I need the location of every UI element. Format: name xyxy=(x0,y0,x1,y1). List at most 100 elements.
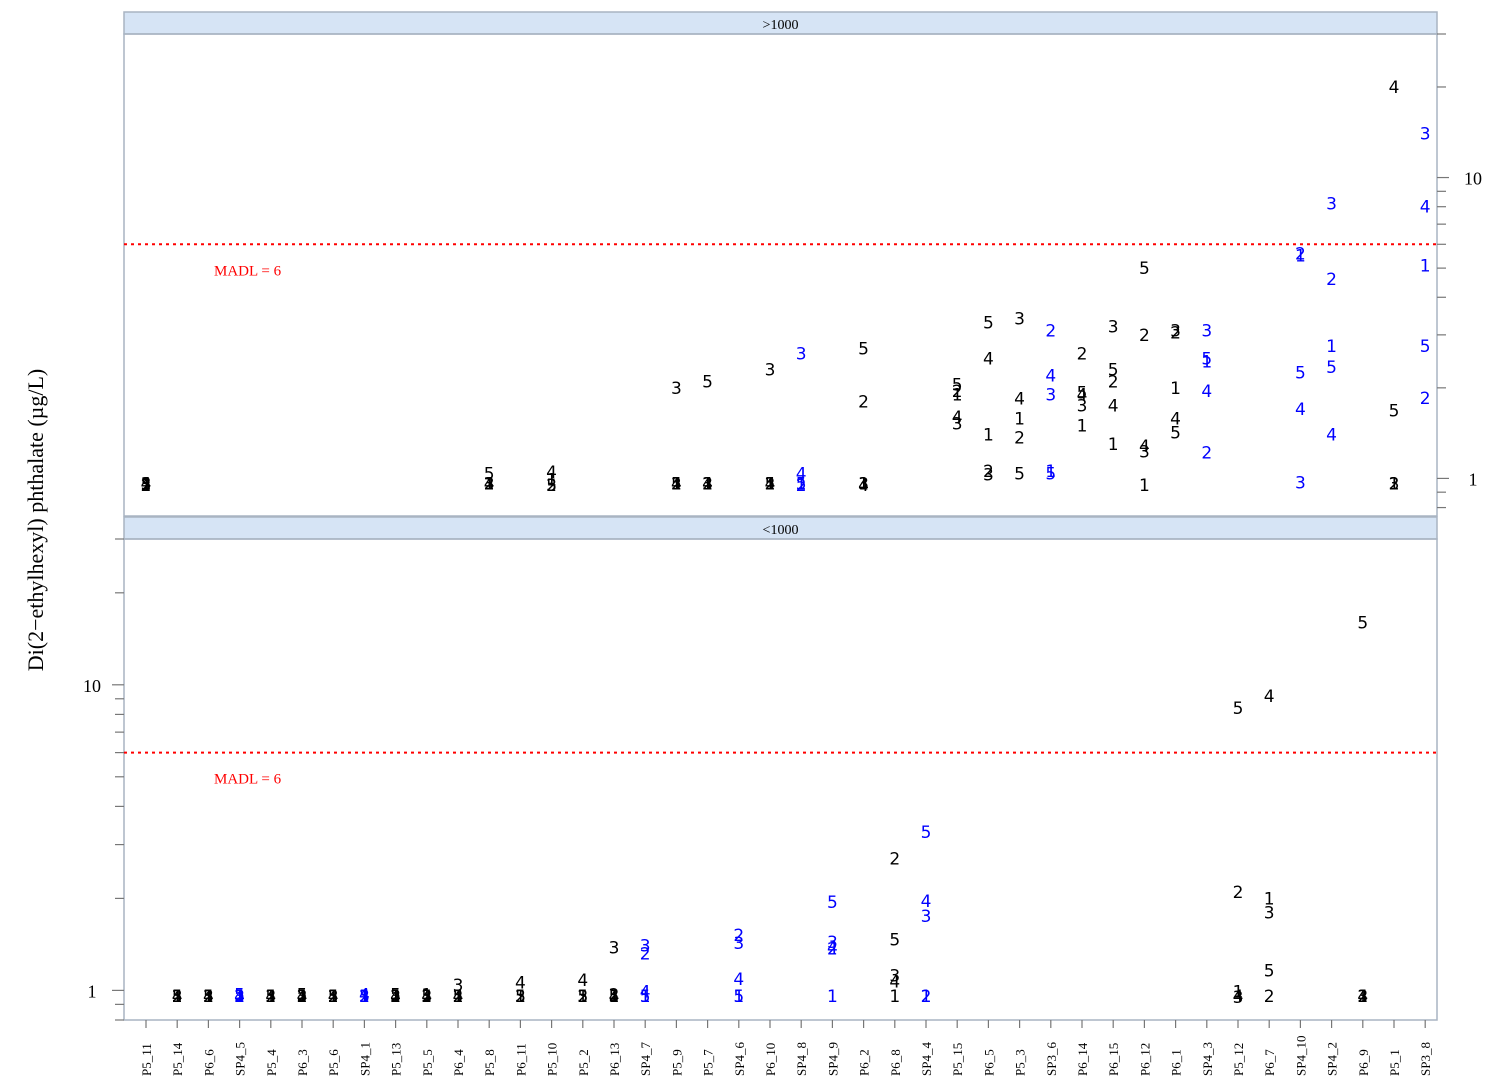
data-point-P5_4-2: 2 xyxy=(265,987,276,1007)
data-point-P6_15-5: 5 xyxy=(1108,361,1119,381)
x-tick-label: SP4_8 xyxy=(794,1042,809,1076)
data-point-P6_10-1: 1 xyxy=(765,475,776,495)
data-point-P5_14-1: 1 xyxy=(172,987,183,1007)
y-axis-label: Di(2−ethylhexyl) phthalate (µg/L) xyxy=(23,369,48,671)
x-tick-label: P5_1 xyxy=(1387,1049,1402,1076)
y-tick-label: 1 xyxy=(1469,469,1478,489)
data-point-P6_8-1: 1 xyxy=(889,987,900,1007)
x-tick-label: P6_13 xyxy=(607,1043,622,1076)
x-tick-label: P5_9 xyxy=(669,1049,684,1076)
data-point-P6_3-1: 1 xyxy=(297,987,308,1007)
x-tick-label: P5_15 xyxy=(950,1043,965,1076)
x-tick-label: P6_6 xyxy=(201,1049,216,1076)
data-point-P5_14-3: 3 xyxy=(172,987,183,1007)
data-point-SP4_9-3: 3 xyxy=(827,933,838,953)
data-point-P5_2-2: 2 xyxy=(577,987,588,1007)
data-point-SP4_5-3: 3 xyxy=(234,987,245,1007)
data-point-SP4_4-1: 1 xyxy=(921,987,932,1007)
data-point-P5_8-1: 1 xyxy=(484,475,495,495)
data-point-P5_12-3: 3 xyxy=(1233,988,1244,1008)
data-point-P6_6-3: 3 xyxy=(203,987,214,1007)
data-point-SP4_9-4: 4 xyxy=(827,939,838,959)
data-point-P5_15-2: 2 xyxy=(952,382,963,402)
x-tick-label: P6_10 xyxy=(763,1043,778,1076)
data-point-SP4_1-2: 2 xyxy=(359,987,370,1007)
data-point-SP4_8-3: 3 xyxy=(796,345,807,365)
data-point-P5_3-5: 5 xyxy=(1014,464,1025,484)
data-point-P6_11-5: 5 xyxy=(515,987,526,1007)
data-point-P5_4-1: 1 xyxy=(265,987,276,1007)
data-point-P6_15-1: 1 xyxy=(1108,435,1119,455)
data-point-P6_2-1: 1 xyxy=(858,475,869,495)
data-point-SP4_4-5: 5 xyxy=(921,823,932,843)
data-point-P5_6-3: 3 xyxy=(328,987,339,1007)
data-point-P6_14-2: 2 xyxy=(1077,345,1088,365)
data-point-P5_8-4: 4 xyxy=(484,475,495,495)
data-point-P6_4-2: 2 xyxy=(453,987,464,1007)
data-point-SP3_8-2: 2 xyxy=(1420,389,1431,409)
data-point-P5_4-3: 3 xyxy=(265,987,276,1007)
x-tick-label: SP4_3 xyxy=(1200,1042,1215,1076)
data-point-P5_4-4: 4 xyxy=(265,987,276,1007)
data-point-P6_13-5: 5 xyxy=(609,987,620,1007)
data-point-P5_15-1: 1 xyxy=(952,386,963,406)
data-point-P6_14-1: 1 xyxy=(1077,416,1088,436)
data-point-SP3_8-1: 1 xyxy=(1420,257,1431,277)
data-point-P5_7-3: 3 xyxy=(702,475,713,495)
data-point-P5_2-3: 3 xyxy=(577,987,588,1007)
data-point-P5_9-4: 4 xyxy=(671,475,682,495)
data-point-P6_2-3: 3 xyxy=(858,475,869,495)
data-point-P5_5-3: 3 xyxy=(421,987,432,1007)
data-point-SP4_8-4: 4 xyxy=(796,464,807,484)
data-point-SP4_1-5: 5 xyxy=(359,987,370,1007)
x-tick-label: P6_7 xyxy=(1262,1049,1277,1076)
panel-strip-label: <1000 xyxy=(763,523,799,538)
data-point-P6_3-5: 5 xyxy=(297,985,308,1005)
data-point-P5_1-2: 2 xyxy=(1389,475,1400,495)
data-point-P6_8-2: 2 xyxy=(889,850,900,870)
x-tick-label: P6_11 xyxy=(513,1043,528,1076)
x-tick-label: P5_4 xyxy=(264,1049,279,1076)
data-point-P5_2-4: 4 xyxy=(577,971,588,991)
data-point-P5_3-3: 3 xyxy=(1014,310,1025,330)
data-point-P6_11-3: 3 xyxy=(515,987,526,1007)
data-point-SP4_5-4: 4 xyxy=(234,987,245,1007)
data-point-P5_11-4: 4 xyxy=(141,475,152,495)
data-point-P5_13-1: 1 xyxy=(390,987,401,1007)
data-point-P6_1-3: 3 xyxy=(1170,322,1181,342)
data-point-SP3_8-4: 4 xyxy=(1420,198,1431,218)
data-point-SP4_2-2: 2 xyxy=(1326,270,1337,290)
x-tick-label: P6_12 xyxy=(1137,1043,1152,1076)
data-point-P6_10-5: 5 xyxy=(765,475,776,495)
data-point-P6_12-4: 4 xyxy=(1139,437,1150,457)
data-point-P6_6-4: 4 xyxy=(203,987,214,1007)
data-point-SP4_6-4: 4 xyxy=(733,970,744,990)
data-point-P6_2-4: 4 xyxy=(858,476,869,496)
data-point-SP4_2-5: 5 xyxy=(1326,358,1337,378)
panel-frames: >1000 <1000 xyxy=(123,11,1438,1021)
data-point-SP4_4-2: 2 xyxy=(921,987,932,1007)
data-point-SP3_6-3: 3 xyxy=(1045,386,1056,406)
x-tick-label: P5_6 xyxy=(326,1049,341,1076)
data-point-P5_10-1: 1 xyxy=(546,471,557,491)
data-point-SP3_8-3: 3 xyxy=(1420,125,1431,145)
data-point-SP4_9-2: 2 xyxy=(827,940,838,960)
data-point-SP4_6-5: 5 xyxy=(733,987,744,1007)
data-point-P6_7-4: 4 xyxy=(1264,687,1275,707)
data-point-P6_7-3: 3 xyxy=(1264,903,1275,923)
data-point-P5_6-4: 4 xyxy=(328,987,339,1007)
x-tick-label: SP3_6 xyxy=(1044,1042,1059,1076)
x-tick-label: SP4_1 xyxy=(357,1042,372,1076)
data-point-P5_12-5: 5 xyxy=(1233,699,1244,719)
data-point-P6_15-2: 2 xyxy=(1108,372,1119,392)
data-point-P6_7-5: 5 xyxy=(1264,962,1275,982)
x-tick-label: P6_3 xyxy=(295,1049,310,1076)
data-point-P5_1-4: 4 xyxy=(1389,78,1400,98)
data-point-P6_9-4: 4 xyxy=(1357,987,1368,1007)
y-tick-label: 10 xyxy=(1464,169,1482,189)
x-tick-label: SP4_6 xyxy=(732,1042,747,1076)
panel-strip-label: >1000 xyxy=(763,18,799,33)
x-tick-label: P6_2 xyxy=(857,1049,872,1076)
data-point-SP4_4-4: 4 xyxy=(921,892,932,912)
